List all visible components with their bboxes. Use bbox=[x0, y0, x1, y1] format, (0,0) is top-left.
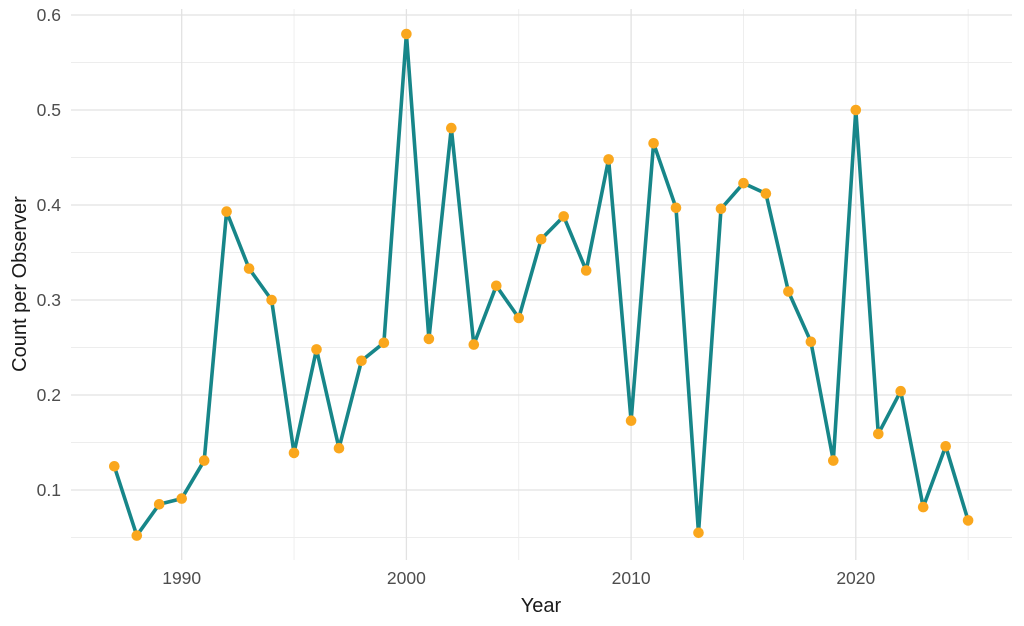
data-point bbox=[266, 294, 277, 306]
data-point bbox=[446, 122, 457, 134]
data-line bbox=[112, 32, 970, 538]
data-point bbox=[625, 415, 637, 427]
data-point bbox=[243, 263, 255, 274]
x-axis-title: Year bbox=[521, 595, 562, 617]
data-point bbox=[670, 202, 682, 214]
data-point bbox=[693, 527, 704, 539]
data-point bbox=[401, 28, 412, 40]
data-point bbox=[828, 455, 839, 466]
series-layer bbox=[109, 28, 974, 541]
data-point bbox=[131, 530, 143, 541]
data-point bbox=[378, 337, 390, 349]
data-point bbox=[760, 188, 772, 199]
data-point bbox=[715, 203, 727, 215]
x-tick-label: 2020 bbox=[836, 568, 875, 588]
data-point bbox=[940, 441, 951, 452]
y-axis-title: Count per Observer bbox=[9, 196, 31, 372]
data-point bbox=[738, 177, 749, 189]
data-point bbox=[491, 280, 502, 292]
y-tick-label: 0.4 bbox=[37, 195, 62, 215]
data-point bbox=[356, 355, 367, 367]
data-point bbox=[895, 385, 906, 397]
data-point bbox=[198, 455, 210, 466]
y-tick-label: 0.2 bbox=[37, 385, 61, 405]
data-point bbox=[109, 461, 120, 472]
data-point bbox=[850, 104, 862, 116]
data-point bbox=[153, 499, 165, 510]
data-point bbox=[648, 138, 659, 149]
grid-layer bbox=[71, 9, 1012, 560]
x-tick-label: 1990 bbox=[162, 568, 201, 588]
data-point bbox=[221, 206, 232, 217]
y-tick-label: 0.6 bbox=[37, 5, 61, 25]
data-point bbox=[558, 211, 569, 222]
data-point bbox=[962, 515, 974, 526]
data-point bbox=[513, 312, 525, 324]
data-point bbox=[603, 154, 614, 165]
data-point bbox=[873, 428, 884, 440]
data-point bbox=[917, 501, 929, 513]
data-point bbox=[805, 336, 817, 348]
data-point bbox=[468, 339, 480, 350]
x-tick-label: 2010 bbox=[612, 568, 651, 588]
data-point bbox=[580, 265, 592, 276]
y-tick-label: 0.3 bbox=[37, 290, 61, 310]
y-tick-label: 0.5 bbox=[37, 100, 61, 120]
data-point bbox=[311, 344, 322, 355]
data-point bbox=[423, 333, 435, 345]
y-tick-label: 0.1 bbox=[37, 480, 61, 500]
data-point bbox=[288, 447, 300, 459]
data-point bbox=[535, 233, 547, 245]
data-point bbox=[176, 493, 187, 504]
data-point bbox=[783, 286, 794, 297]
tick-layer: 0.1 0.2 0.3 0.4 0.5 0.6 1990 2000 2010 2020 bbox=[37, 5, 876, 588]
data-point bbox=[333, 442, 345, 454]
x-tick-label: 2000 bbox=[387, 568, 426, 588]
